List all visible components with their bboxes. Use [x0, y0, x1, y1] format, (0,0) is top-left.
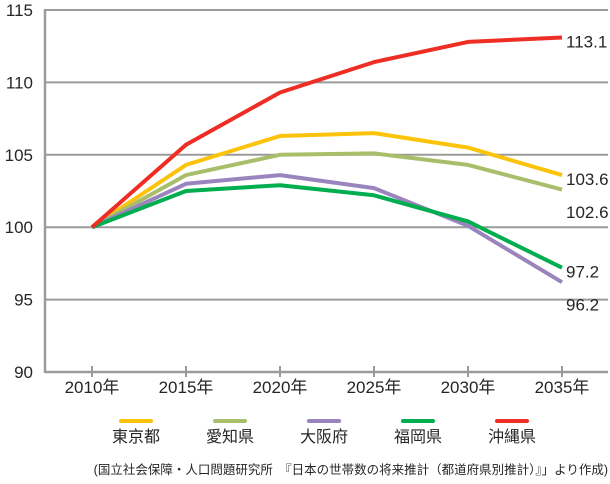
series-line-aichi	[91, 151, 563, 229]
series-line-fukuoka	[91, 183, 563, 270]
y-axis-tick-label: 90	[14, 363, 33, 382]
legend-label-osaka: 大阪府	[299, 429, 348, 446]
legend-label-tokyo: 東京都	[112, 429, 161, 446]
legend-color-osaka	[306, 419, 341, 423]
y-axis-tick-label: 115	[6, 1, 33, 20]
source-note: (国立社会保障・人口問題研究所 『日本の世帯数の将来推計（都道府県別推計）』」よ…	[93, 463, 608, 477]
x-axis-tick-label: 2010年	[65, 378, 120, 397]
x-axis-tick-label: 2015年	[159, 378, 214, 397]
series-line-osaka	[91, 173, 564, 284]
legend-color-aichi	[212, 419, 247, 423]
series-end-label-fukuoka: 97.2	[566, 263, 599, 282]
legend-item-okinawa: 沖縄県	[488, 419, 536, 446]
series-end-label-osaka: 96.2	[566, 296, 599, 315]
y-axis-tick-label: 95	[14, 291, 33, 310]
legend-label-aichi: 愛知県	[205, 429, 254, 446]
series-line-okinawa	[90, 35, 563, 229]
y-axis-tick-label: 100	[5, 218, 33, 237]
series-end-label-okinawa: 113.1	[566, 33, 607, 52]
legend-item-osaka: 大阪府	[300, 419, 348, 446]
legend-label-fukuoka: 福岡県	[393, 429, 442, 446]
series-end-label-tokyo: 103.6	[566, 170, 609, 189]
x-axis-tick-label: 2025年	[347, 378, 402, 397]
y-axis-tick-label: 110	[6, 73, 33, 92]
chart-legend: 東京都 愛知県 大阪府 福岡県 沖縄県	[112, 419, 536, 446]
legend-color-okinawa	[494, 419, 529, 423]
y-axis-tick-label: 105	[5, 146, 33, 165]
x-axis-tick-label: 2030年	[441, 378, 496, 397]
legend-label-okinawa: 沖縄県	[487, 429, 536, 446]
x-axis-tick-label: 2020年	[253, 378, 308, 397]
legend-color-tokyo	[119, 419, 153, 423]
series-line-tokyo	[90, 131, 563, 229]
line-chart: 90 95 100 105 110 115 2010年 2015年 2020年 2025年 2030…	[5, 1, 609, 397]
legend-item-aichi: 愛知県	[206, 419, 254, 446]
x-axis-tick-label: 2035年	[535, 378, 590, 397]
legend-color-fukuoka	[400, 419, 435, 423]
legend-item-fukuoka: 福岡県	[394, 419, 442, 446]
legend-item-tokyo: 東京都	[112, 419, 160, 446]
series-end-label-aichi: 102.6	[566, 203, 609, 222]
